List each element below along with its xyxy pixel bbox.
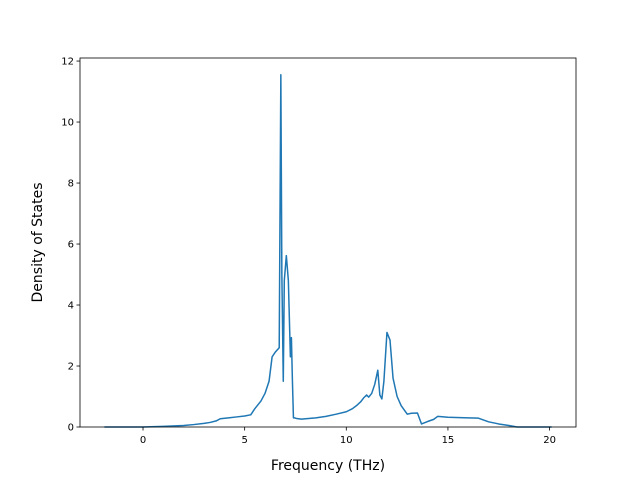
axis-ticks: 0 5 10 15 20 0 2 4 6 8 10 12 [61, 57, 556, 446]
y-axis-label: Density of States [30, 183, 46, 303]
y-tick-label: 12 [61, 57, 74, 68]
plot-area [104, 74, 552, 428]
y-tick-label: 2 [68, 362, 74, 373]
x-tick-label: 5 [241, 435, 247, 446]
x-tick-label: 20 [543, 435, 556, 446]
x-tick-label: 15 [442, 435, 455, 446]
y-tick-label: 10 [61, 118, 74, 129]
x-tick-label: 10 [340, 435, 353, 446]
y-tick-label: 6 [68, 240, 74, 251]
x-axis-label: Frequency (THz) [271, 458, 385, 474]
y-tick-label: 8 [68, 179, 74, 190]
x-tick-label: 0 [140, 435, 146, 446]
y-tick-label: 4 [68, 301, 74, 312]
y-tick-label: 0 [68, 423, 74, 434]
dos-series-line [104, 74, 552, 428]
plot-frame [79, 57, 577, 428]
